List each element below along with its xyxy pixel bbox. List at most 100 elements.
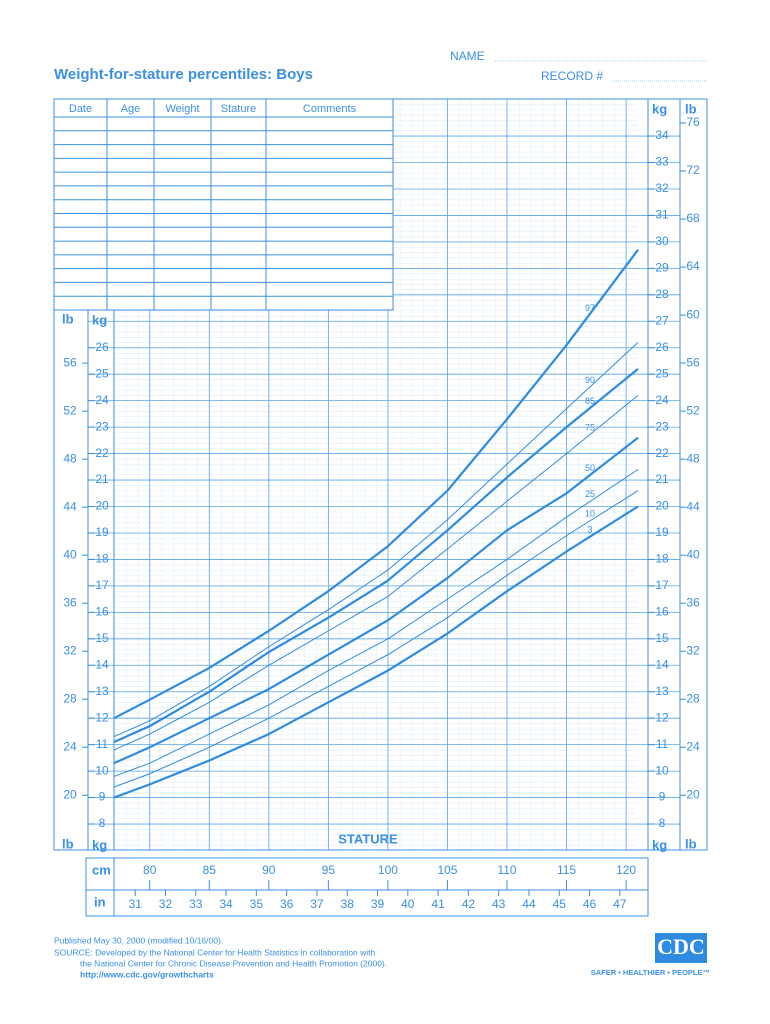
- y-tick-label: 32: [655, 181, 669, 195]
- y2-tick-label: 68: [686, 211, 700, 225]
- percentile-curve: [113, 394, 639, 751]
- column-header: Stature: [221, 103, 256, 115]
- y-tick-label: 10: [95, 763, 109, 777]
- y-tick-label: 20: [655, 499, 669, 513]
- percentile-curve: [113, 469, 639, 777]
- stature-box: [85, 857, 649, 917]
- percentile-curve: [113, 505, 639, 799]
- footer-line: SOURCE: Developed by the National Center…: [54, 947, 376, 957]
- y-tick-label: 11: [96, 737, 109, 751]
- y-tick-label: 33: [655, 155, 669, 169]
- y-tick-label: 22: [95, 446, 109, 460]
- y2-tick-label: 36: [63, 595, 77, 609]
- x-axis-label: STATURE: [338, 831, 398, 846]
- percentile-curve: [113, 490, 639, 788]
- y-tick-label: 9: [99, 790, 106, 804]
- footer-line: the National Center for Chronic Disease …: [80, 958, 387, 968]
- logo-box: [655, 933, 707, 963]
- y2-tick-label: 76: [686, 115, 700, 129]
- curve-label: 85: [585, 396, 595, 406]
- x2-tick-label: 39: [371, 897, 385, 911]
- column-header: Comments: [303, 103, 357, 115]
- x2-tick-label: 34: [219, 897, 233, 911]
- y2-tick-label: 36: [686, 595, 700, 609]
- y2-tick-label: 56: [63, 355, 77, 369]
- curve-label: 50: [585, 463, 595, 473]
- y-tick-label: 12: [655, 710, 669, 724]
- y-tick-label: 8: [99, 816, 106, 830]
- y2-tick-label: 24: [63, 739, 77, 753]
- lb-label: lb: [685, 101, 697, 116]
- x-tick-label: 90: [262, 863, 276, 877]
- y-tick-label: 15: [95, 631, 109, 645]
- column-header: Weight: [165, 103, 199, 115]
- cm-label: cm: [92, 862, 111, 877]
- y-tick-label: 8: [659, 816, 666, 830]
- y2-tick-label: 48: [686, 451, 700, 465]
- y-tick-label: 23: [655, 419, 669, 433]
- axes: 8 8 9 9 10 10 11 11 12 12 13 13 14 14 15 15 16 16 17 17 18 18…: [53, 98, 708, 917]
- y-tick-label: 9: [659, 790, 666, 804]
- curve-label: 3: [587, 524, 592, 534]
- percentile-curve: [113, 342, 639, 738]
- y2-tick-label: 20: [686, 787, 700, 801]
- x-tick-label: 80: [143, 863, 157, 877]
- y2-tick-label: 60: [686, 307, 700, 321]
- y2-tick-label: 56: [686, 355, 700, 369]
- curve-label: 25: [585, 489, 595, 499]
- curve-label: 97: [585, 303, 595, 313]
- curve-label: 75: [585, 422, 595, 432]
- y-tick-label: 19: [655, 525, 669, 539]
- in-label: in: [94, 894, 106, 909]
- outer-border: [53, 98, 708, 851]
- y2-tick-label: 72: [686, 163, 700, 177]
- x2-tick-label: 36: [280, 897, 294, 911]
- x2-tick-label: 32: [159, 897, 173, 911]
- lb-label: lb: [685, 836, 697, 851]
- y-tick-label: 16: [95, 605, 109, 619]
- x2-tick-label: 33: [189, 897, 203, 911]
- kg-label: kg: [652, 101, 667, 116]
- kg-label: kg: [92, 312, 107, 327]
- x2-tick-label: 35: [250, 897, 264, 911]
- y-tick-label: 24: [655, 393, 669, 407]
- y-tick-label: 10: [655, 763, 669, 777]
- x-tick-label: 100: [378, 863, 398, 877]
- y-tick-label: 13: [95, 684, 109, 698]
- x-tick-label: 85: [203, 863, 217, 877]
- y-tick-label: 34: [655, 128, 669, 142]
- footer-line: Published May 30, 2000 (modified 10/16/0…: [54, 935, 223, 945]
- kg-label: kg: [92, 837, 107, 852]
- y-tick-label: 17: [655, 578, 669, 592]
- footer: Published May 30, 2000 (modified 10/16/0…: [54, 933, 710, 979]
- record-label: RECORD #: [541, 69, 603, 83]
- lb-label: lb: [62, 836, 74, 851]
- curves: 97 90 85 75 50 25 10 3: [113, 249, 639, 799]
- y2-tick-label: 40: [63, 547, 77, 561]
- y2-tick-label: 44: [63, 499, 77, 513]
- y2-tick-label: 52: [63, 403, 77, 417]
- y2-tick-label: 64: [686, 259, 700, 273]
- y-tick-label: 31: [655, 208, 669, 222]
- y-tick-label: 21: [655, 472, 669, 486]
- curve-label: 10: [585, 508, 595, 518]
- y-tick-label: 14: [655, 657, 669, 671]
- table-bg: [53, 98, 394, 311]
- y-tick-label: 14: [95, 657, 109, 671]
- percentile-curve: [113, 249, 639, 720]
- x-tick-label: 120: [616, 863, 636, 877]
- x-tick-label: 95: [322, 863, 336, 877]
- y-tick-label: 13: [655, 684, 669, 698]
- logo: CDC: [657, 934, 705, 959]
- y-tick-label: 24: [95, 393, 109, 407]
- y2-tick-label: 28: [63, 691, 77, 705]
- axis-labels: lb kg lb kg kg lb kg lb STATURE cm in: [62, 101, 697, 909]
- y-tick-label: 25: [655, 366, 669, 380]
- y-tick-label: 22: [655, 446, 669, 460]
- x2-tick-label: 38: [341, 897, 355, 911]
- y-tick-label: 28: [655, 287, 669, 301]
- x2-tick-label: 47: [613, 897, 627, 911]
- x2-tick-label: 44: [522, 897, 536, 911]
- x2-tick-label: 46: [583, 897, 597, 911]
